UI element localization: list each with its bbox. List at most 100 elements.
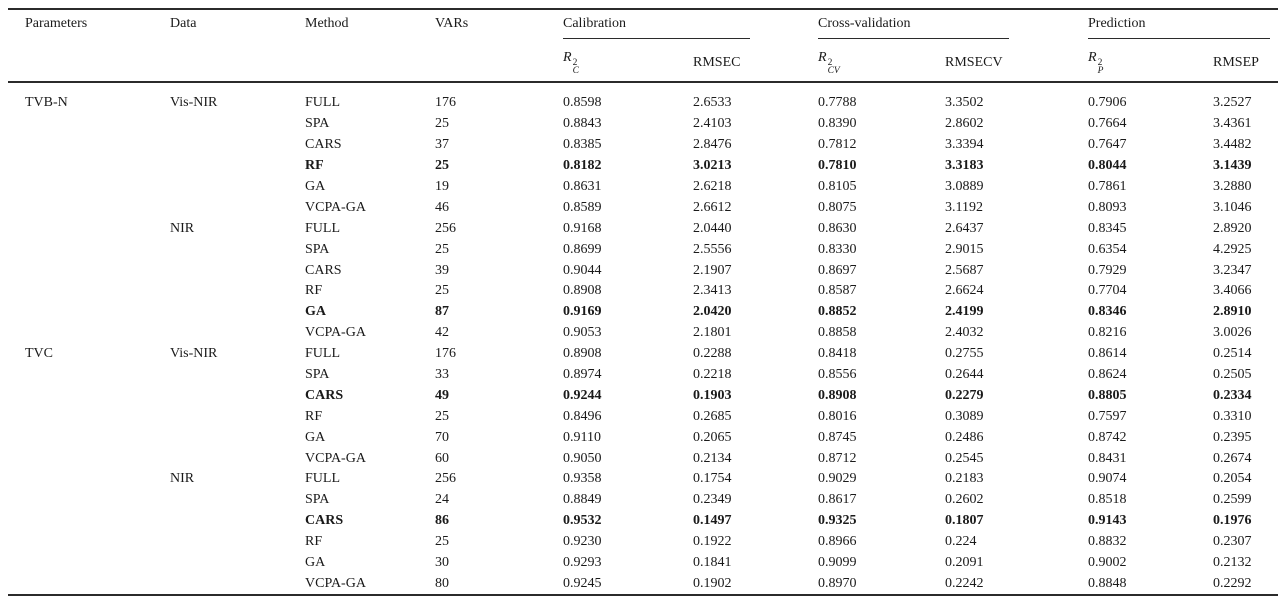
cell-r2cv: 0.8587 bbox=[818, 283, 857, 299]
cell-parameter bbox=[8, 281, 170, 302]
cell-parameter bbox=[8, 427, 170, 448]
cell-rmsep: 0.2292 bbox=[1213, 575, 1252, 591]
cell-parameter bbox=[8, 511, 170, 532]
cell-rmsec: 0.1754 bbox=[693, 471, 732, 487]
table-row: VCPA-GA 42 0.9053 2.1801 0.8858 2.4032 0… bbox=[8, 323, 1278, 344]
cell-vars: 39 bbox=[435, 262, 449, 278]
cell-vars: 70 bbox=[435, 429, 449, 445]
cell-vars: 30 bbox=[435, 555, 449, 571]
cell-parameter bbox=[8, 490, 170, 511]
col-header-r2cv: R 2 CV bbox=[818, 48, 945, 83]
cell-method: VCPA-GA bbox=[305, 325, 366, 341]
cell-data bbox=[170, 281, 305, 302]
cell-r2c: 0.8496 bbox=[563, 408, 602, 424]
cell-r2c: 0.9044 bbox=[563, 262, 602, 278]
cell-parameter bbox=[8, 302, 170, 323]
cell-rmsecv: 0.2091 bbox=[945, 555, 984, 571]
cell-r2p: 0.8431 bbox=[1088, 450, 1127, 466]
cell-r2p: 0.9074 bbox=[1088, 471, 1127, 487]
table-row: GA 30 0.9293 0.1841 0.9099 0.2091 0.9002… bbox=[8, 553, 1278, 574]
cell-data bbox=[170, 260, 305, 281]
cell-r2cv: 0.8852 bbox=[818, 304, 857, 320]
col-header-data-label: Data bbox=[170, 16, 197, 31]
cell-vars: 25 bbox=[435, 534, 449, 550]
cell-r2c: 0.8849 bbox=[563, 492, 602, 508]
cell-parameter bbox=[8, 156, 170, 177]
cell-parameter: TVB-N bbox=[25, 95, 68, 111]
cell-r2c: 0.9358 bbox=[563, 471, 602, 487]
cell-rmsec: 2.6218 bbox=[693, 179, 732, 194]
cell-r2c: 0.9532 bbox=[563, 513, 602, 529]
cell-method: CARS bbox=[305, 513, 344, 529]
cell-r2cv: 0.8745 bbox=[818, 429, 857, 445]
cell-r2p: 0.8848 bbox=[1088, 575, 1127, 591]
cell-parameter bbox=[8, 197, 170, 218]
cell-r2cv: 0.8908 bbox=[818, 387, 857, 403]
cell-r2c: 0.9230 bbox=[563, 534, 602, 550]
cell-rmsecv: 0.2755 bbox=[945, 346, 984, 362]
cell-parameter bbox=[8, 448, 170, 469]
cell-r2c: 0.9169 bbox=[563, 304, 602, 320]
cell-rmsec: 0.2685 bbox=[693, 408, 732, 424]
cell-rmsep: 3.2880 bbox=[1213, 179, 1252, 194]
cell-vars: 25 bbox=[435, 408, 449, 424]
cell-r2cv: 0.8630 bbox=[818, 220, 857, 236]
cell-rmsec: 0.1922 bbox=[693, 534, 732, 550]
col-header-parameters-label: Parameters bbox=[25, 16, 88, 31]
cell-r2cv: 0.9325 bbox=[818, 513, 857, 529]
cell-vars: 176 bbox=[435, 346, 456, 362]
cell-method: SPA bbox=[305, 241, 330, 257]
col-header-method: Method bbox=[305, 9, 435, 48]
table-row: RF 25 0.8182 3.0213 0.7810 3.3183 0.8044… bbox=[8, 156, 1278, 177]
cell-rmsecv: 0.2279 bbox=[945, 387, 984, 403]
cell-rmsep: 0.2514 bbox=[1213, 346, 1252, 362]
group-header-calibration: Calibration bbox=[563, 9, 818, 48]
cell-parameter bbox=[8, 365, 170, 386]
cell-r2cv: 0.8966 bbox=[818, 534, 857, 550]
cell-vars: 256 bbox=[435, 220, 456, 236]
cell-vars: 60 bbox=[435, 450, 449, 466]
cell-vars: 46 bbox=[435, 199, 449, 215]
cell-rmsep: 3.1046 bbox=[1213, 199, 1252, 215]
table-row: VCPA-GA 80 0.9245 0.1902 0.8970 0.2242 0… bbox=[8, 573, 1278, 595]
table-row: VCPA-GA 60 0.9050 0.2134 0.8712 0.2545 0… bbox=[8, 448, 1278, 469]
cell-r2c: 0.9244 bbox=[563, 387, 602, 403]
cell-method: GA bbox=[305, 555, 326, 571]
cell-rmsec: 2.1907 bbox=[693, 262, 732, 278]
cell-rmsep: 4.2925 bbox=[1213, 241, 1252, 257]
cell-r2cv: 0.8617 bbox=[818, 492, 857, 508]
cell-method: VCPA-GA bbox=[305, 575, 366, 591]
cell-data bbox=[170, 365, 305, 386]
cell-r2c: 0.9245 bbox=[563, 575, 602, 591]
cell-rmsep: 2.8910 bbox=[1213, 304, 1252, 320]
cell-method: CARS bbox=[305, 137, 342, 153]
cell-rmsec: 2.0420 bbox=[693, 304, 732, 320]
cell-r2cv: 0.8712 bbox=[818, 450, 857, 466]
cell-rmsec: 0.1841 bbox=[693, 555, 732, 571]
table-row: NIR FULL 256 0.9358 0.1754 0.9029 0.2183… bbox=[8, 469, 1278, 490]
cell-r2c: 0.8974 bbox=[563, 367, 602, 383]
cell-vars: 25 bbox=[435, 116, 449, 132]
cell-parameter bbox=[8, 532, 170, 553]
cell-r2cv: 0.8556 bbox=[818, 367, 857, 383]
cell-rmsep: 0.2334 bbox=[1213, 387, 1252, 403]
cell-vars: 42 bbox=[435, 325, 449, 341]
cell-rmsep: 3.2527 bbox=[1213, 95, 1252, 111]
group-header-cross-validation-label: Cross-validation bbox=[818, 16, 1009, 39]
cell-r2p: 0.7704 bbox=[1088, 283, 1127, 299]
col-header-rmsep-label: RMSEP bbox=[1213, 54, 1259, 70]
cell-r2c: 0.8589 bbox=[563, 199, 602, 215]
cell-r2p: 0.8346 bbox=[1088, 304, 1127, 320]
cell-rmsep: 0.1976 bbox=[1213, 513, 1252, 529]
cell-r2c: 0.8385 bbox=[563, 137, 602, 153]
cell-rmsecv: 0.1807 bbox=[945, 513, 984, 529]
col-header-rmsecv-label: RMSECV bbox=[945, 54, 1003, 70]
cell-data bbox=[170, 177, 305, 198]
cell-r2cv: 0.8105 bbox=[818, 179, 857, 194]
table-row: GA 87 0.9169 2.0420 0.8852 2.4199 0.8346… bbox=[8, 302, 1278, 323]
col-header-rmsecv: RMSECV bbox=[945, 48, 1088, 83]
cell-data bbox=[170, 511, 305, 532]
cell-r2c: 0.8699 bbox=[563, 241, 602, 257]
cell-vars: 49 bbox=[435, 387, 449, 403]
